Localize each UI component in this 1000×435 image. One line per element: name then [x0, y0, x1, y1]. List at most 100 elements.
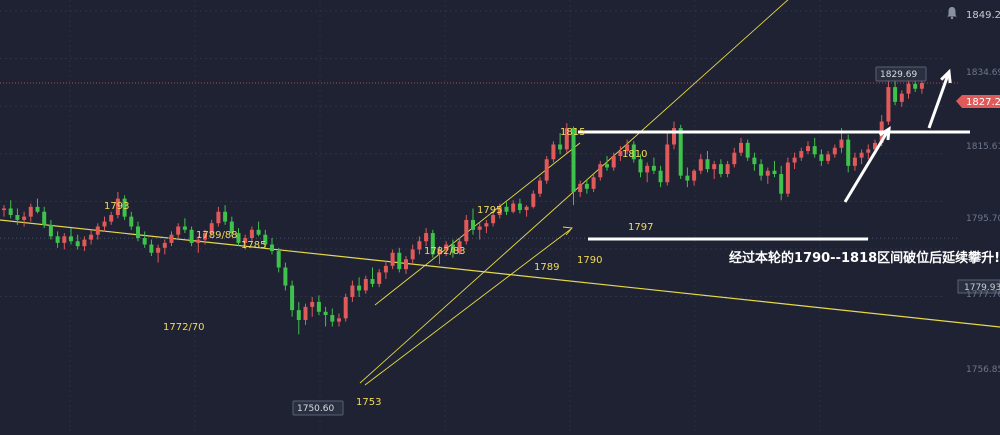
candle-body [558, 144, 563, 150]
candle-body [142, 237, 147, 245]
candle-body [424, 233, 429, 242]
candle-body [390, 252, 395, 266]
candle-body [913, 83, 918, 89]
candle-body [122, 198, 127, 217]
grid [0, 0, 945, 431]
candle-body [276, 251, 281, 268]
candle-body [745, 142, 750, 158]
candle-body [893, 87, 898, 102]
candle-body [517, 203, 522, 211]
candle-body [176, 226, 181, 235]
candle-body [779, 174, 784, 194]
candle-body [156, 247, 161, 253]
candle-body [812, 146, 817, 155]
candle-body [55, 236, 60, 243]
candle-body [75, 241, 80, 247]
candle-body [343, 297, 348, 319]
candle-body [310, 301, 315, 307]
candle-body [357, 285, 362, 291]
candle-body [692, 170, 697, 181]
candle-body [457, 241, 462, 253]
candle-body [846, 139, 851, 166]
annotation-label: 1795 [477, 205, 502, 216]
candle-body [229, 221, 234, 234]
candle-body [417, 241, 422, 250]
candle-body [638, 159, 643, 173]
candle-body [832, 147, 837, 155]
candle-body [819, 154, 824, 161]
candle-body [149, 244, 154, 253]
annotation-label: 1772/70 [163, 322, 205, 333]
descending-trendline [0, 219, 1000, 328]
candle-body [404, 259, 408, 270]
candle-body [799, 151, 804, 158]
candle-body [377, 272, 382, 284]
candle-body [196, 239, 201, 243]
annotation-label: 1753 [356, 397, 381, 408]
candle-body [437, 249, 442, 255]
candle-body [491, 215, 496, 224]
candle-body [618, 151, 623, 156]
candle-body [564, 128, 569, 150]
candle-body [665, 144, 670, 183]
candle-body [678, 128, 683, 176]
annotation-label: 1785 [241, 240, 266, 251]
range-levels [578, 130, 970, 241]
annotation-label: 1789/88 [196, 230, 238, 241]
candle-body [725, 164, 730, 175]
candle-body [48, 224, 53, 237]
candle-body [852, 157, 857, 166]
candle-body [290, 285, 295, 311]
annotation-label: 1790 [577, 255, 602, 266]
annotation-box [875, 66, 927, 82]
candle-body [873, 142, 877, 150]
current-price-tag [956, 95, 1000, 108]
candle-body [363, 278, 368, 291]
candle-body [283, 267, 288, 286]
candle-body [739, 142, 743, 153]
bell-icon[interactable] [947, 7, 957, 20]
candle-body [886, 87, 891, 122]
annotation-label: 1750.60 [297, 404, 334, 414]
candle-body [203, 233, 207, 240]
candle-body [95, 226, 100, 235]
candle-body [611, 155, 616, 168]
candle-body [249, 229, 254, 238]
candle-body [718, 164, 723, 175]
candle-body [82, 239, 87, 247]
candle-body [471, 219, 475, 230]
candle-body [62, 236, 67, 243]
candle-body [866, 149, 871, 153]
candle-body [826, 154, 831, 161]
candle-body [752, 157, 757, 165]
candle-body [551, 144, 556, 160]
candle-body [115, 198, 120, 216]
candle-body [645, 165, 650, 173]
candle-body [839, 139, 844, 148]
candle-body [102, 221, 107, 227]
candle-body [591, 177, 596, 189]
marker-tag [957, 279, 1000, 294]
annotation-label: 1782/83 [424, 246, 466, 257]
candle-body [631, 144, 636, 160]
candle-body [651, 165, 656, 171]
y-tick-label: 1756.85 [966, 365, 1000, 375]
candle-body [383, 265, 388, 273]
candle-body [22, 216, 27, 220]
trendlines [0, 0, 1000, 386]
annotation-box [292, 400, 344, 416]
annotation-label: 1829.69 [880, 70, 917, 80]
annotation-label: 1815 [560, 127, 585, 138]
candle-body [303, 306, 308, 320]
candle-body [35, 206, 40, 212]
candle-body [28, 206, 33, 217]
candle-body [256, 229, 261, 235]
candle-body [605, 164, 609, 168]
annotation-label: 1810 [622, 149, 647, 160]
candle-body [806, 146, 810, 152]
candle-body [672, 128, 676, 145]
candle-body [450, 244, 455, 253]
